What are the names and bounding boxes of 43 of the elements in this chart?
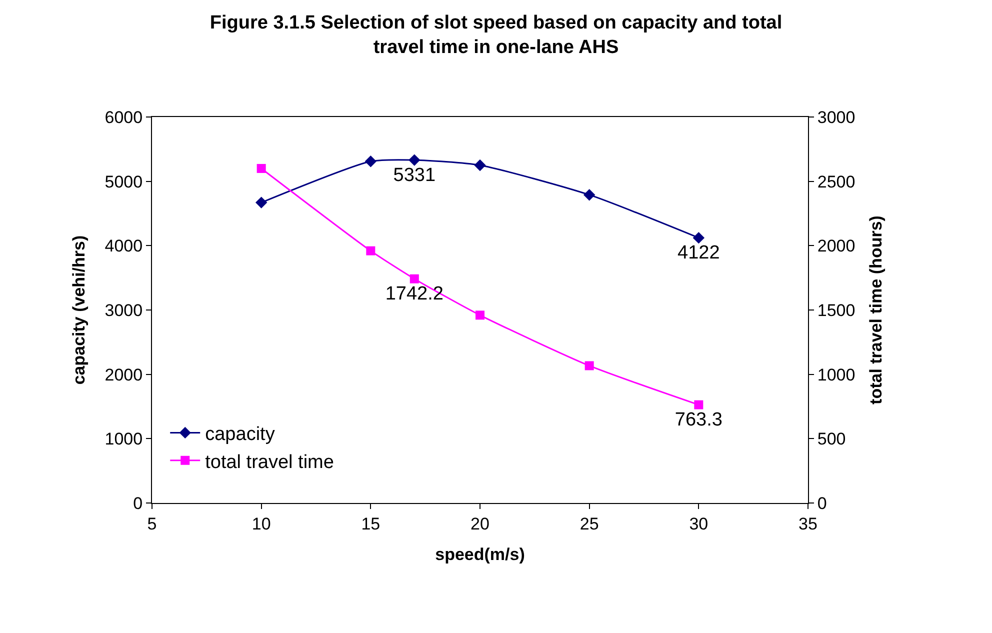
data-label: 5331 (393, 164, 436, 186)
y-axis-title: capacity (vehi/hrs) (69, 235, 88, 385)
x-tick-label: 5 (147, 514, 157, 534)
point (694, 400, 704, 410)
y-tick-label: 5000 (104, 172, 143, 192)
point (474, 159, 486, 172)
point (408, 154, 420, 166)
y2-tick-label: 3000 (817, 108, 856, 127)
point (692, 232, 705, 244)
y-tick-label: 3000 (104, 300, 143, 320)
point (410, 274, 419, 284)
y-tick-label: 1000 (104, 430, 143, 449)
y2-tick-label: 2500 (817, 172, 856, 192)
x-tick-label: 30 (689, 514, 708, 534)
legend-label: total travel time (205, 452, 334, 473)
point (366, 246, 376, 256)
data-label: 4122 (678, 242, 720, 264)
point (255, 196, 268, 208)
y-tick-label: 6000 (104, 108, 143, 127)
x-tick-label: 35 (798, 514, 818, 534)
y-tick-label: 0 (133, 494, 143, 513)
x-axis-title: speed(m/s) (435, 544, 525, 564)
point (583, 188, 596, 201)
y-tick-label: 4000 (104, 236, 143, 256)
y2-tick-label: 1000 (817, 365, 856, 384)
point (584, 361, 594, 370)
x-tick-label: 20 (470, 514, 490, 534)
x-tick-label: 10 (252, 514, 271, 534)
point (256, 164, 266, 173)
legend-label: capacity (205, 424, 276, 446)
y2-axis-title: total travel time (hours) (866, 216, 886, 404)
x-tick-label: 25 (580, 514, 599, 534)
y2-tick-label: 500 (817, 430, 846, 449)
y2-tick-label: 1500 (817, 300, 856, 320)
y-tick-label: 2000 (104, 365, 143, 384)
y2-tick-label: 0 (817, 494, 827, 513)
point (476, 310, 484, 320)
data-label: 1742.2 (385, 284, 444, 305)
y2-tick-label: 2000 (817, 236, 856, 256)
x-tick-label: 15 (361, 514, 380, 534)
data-label: 763.3 (674, 410, 722, 431)
chart-title: Figure 3.1.5 Selection of slot speed based on capacity and total travel time in one-lane AHS (210, 12, 782, 58)
point (364, 156, 377, 168)
